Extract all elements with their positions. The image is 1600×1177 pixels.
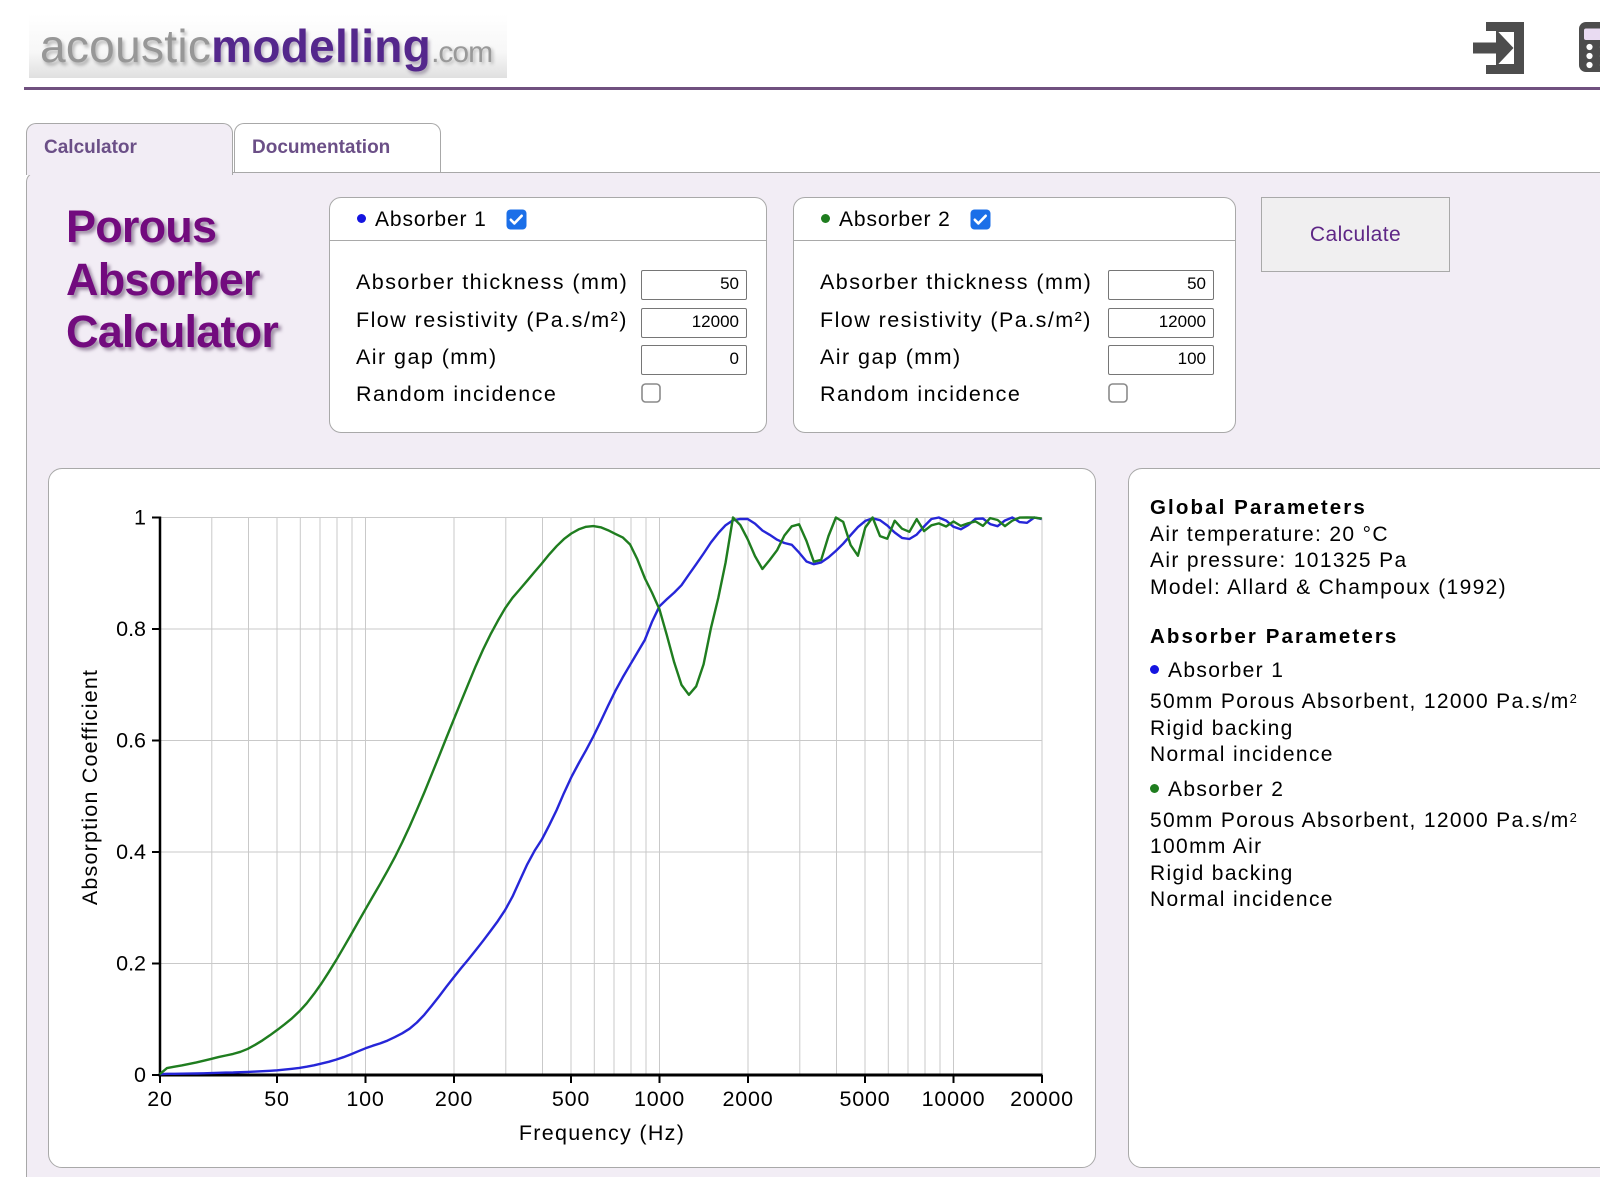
svg-text:Frequency (Hz): Frequency (Hz) [519,1121,685,1145]
svg-text:0.2: 0.2 [116,952,146,976]
svg-text:50: 50 [264,1087,290,1111]
svg-text:100: 100 [346,1087,384,1111]
svg-text:0.4: 0.4 [116,840,146,864]
svg-text:10000: 10000 [922,1087,986,1111]
svg-text:500: 500 [552,1087,590,1111]
svg-text:0.6: 0.6 [116,729,146,753]
svg-text:5000: 5000 [839,1087,890,1111]
svg-text:20: 20 [147,1087,173,1111]
svg-text:Absorption Coefficient: Absorption Coefficient [78,669,102,905]
svg-text:20000: 20000 [1010,1087,1074,1111]
svg-text:2000: 2000 [722,1087,773,1111]
svg-text:1000: 1000 [634,1087,685,1111]
svg-text:200: 200 [435,1087,473,1111]
svg-text:0.8: 0.8 [116,617,146,641]
svg-text:1: 1 [134,506,146,530]
svg-text:0: 0 [134,1063,146,1087]
